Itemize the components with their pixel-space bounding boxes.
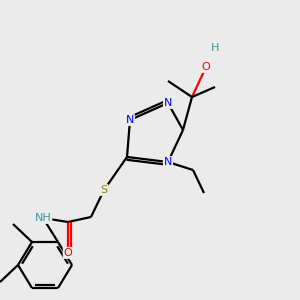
Text: N: N (164, 157, 172, 167)
Text: N: N (126, 115, 134, 125)
Text: H: H (211, 43, 219, 53)
Text: NH: NH (34, 213, 51, 223)
Text: O: O (202, 62, 210, 72)
Text: O: O (64, 248, 72, 258)
Text: N: N (164, 98, 172, 108)
Text: S: S (100, 185, 108, 195)
